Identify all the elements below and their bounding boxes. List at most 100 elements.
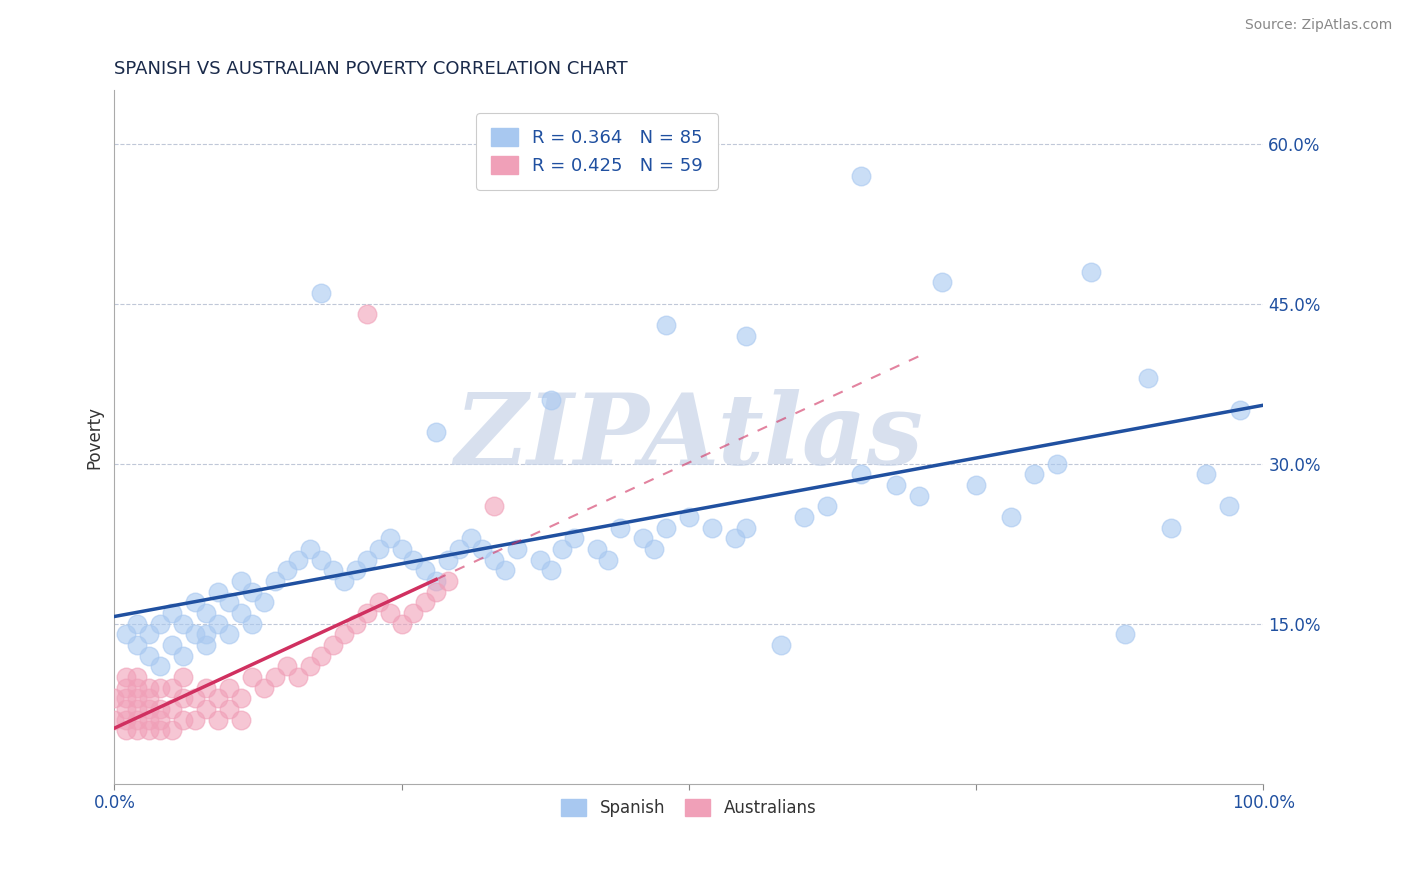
Point <box>333 627 356 641</box>
Point <box>103 691 125 706</box>
Point <box>184 691 207 706</box>
Point <box>425 574 447 588</box>
Point <box>724 532 747 546</box>
Point <box>138 627 160 641</box>
Point <box>494 563 516 577</box>
Point <box>240 584 263 599</box>
Point <box>127 681 149 695</box>
Y-axis label: Poverty: Poverty <box>86 406 103 468</box>
Point <box>229 574 252 588</box>
Point <box>378 606 401 620</box>
Point <box>402 606 425 620</box>
Point <box>138 702 160 716</box>
Text: Source: ZipAtlas.com: Source: ZipAtlas.com <box>1244 18 1392 32</box>
Point <box>655 521 678 535</box>
Point <box>207 713 229 727</box>
Point <box>815 500 838 514</box>
Point <box>195 681 218 695</box>
Point <box>287 552 309 566</box>
Point <box>138 681 160 695</box>
Point <box>229 713 252 727</box>
Text: SPANISH VS AUSTRALIAN POVERTY CORRELATION CHART: SPANISH VS AUSTRALIAN POVERTY CORRELATIO… <box>114 60 628 78</box>
Point <box>356 552 378 566</box>
Point <box>309 552 332 566</box>
Point <box>138 691 160 706</box>
Point <box>264 670 287 684</box>
Point <box>276 563 298 577</box>
Point <box>735 328 758 343</box>
Point <box>391 616 413 631</box>
Point <box>1218 500 1240 514</box>
Text: ZIPAtlas: ZIPAtlas <box>454 389 924 485</box>
Point <box>655 318 678 332</box>
Point <box>643 541 665 556</box>
Point <box>115 702 138 716</box>
Point <box>138 723 160 738</box>
Point <box>1022 467 1045 482</box>
Point <box>160 681 183 695</box>
Point <box>115 723 138 738</box>
Point <box>127 638 149 652</box>
Point <box>195 638 218 652</box>
Point <box>172 691 194 706</box>
Point <box>172 648 194 663</box>
Point <box>562 532 585 546</box>
Point <box>149 681 172 695</box>
Point <box>413 595 436 609</box>
Point <box>598 552 620 566</box>
Point <box>184 627 207 641</box>
Point <box>631 532 654 546</box>
Point <box>1229 403 1251 417</box>
Point <box>540 392 562 407</box>
Point <box>965 478 987 492</box>
Point <box>127 723 149 738</box>
Point <box>436 574 458 588</box>
Point <box>172 670 194 684</box>
Point <box>344 563 367 577</box>
Point <box>322 563 344 577</box>
Point <box>793 510 815 524</box>
Point <box>678 510 700 524</box>
Point <box>1080 265 1102 279</box>
Point <box>103 713 125 727</box>
Point <box>1114 627 1136 641</box>
Point <box>127 670 149 684</box>
Point <box>115 627 138 641</box>
Point <box>127 713 149 727</box>
Point <box>309 285 332 300</box>
Point <box>851 169 873 183</box>
Point <box>218 627 240 641</box>
Point <box>160 606 183 620</box>
Point <box>402 552 425 566</box>
Point <box>149 616 172 631</box>
Point <box>184 595 207 609</box>
Point <box>413 563 436 577</box>
Point <box>1160 521 1182 535</box>
Point <box>309 648 332 663</box>
Point <box>149 723 172 738</box>
Point <box>1137 371 1160 385</box>
Point <box>931 275 953 289</box>
Point <box>540 563 562 577</box>
Point <box>229 606 252 620</box>
Point <box>1195 467 1218 482</box>
Point <box>138 648 160 663</box>
Point <box>391 541 413 556</box>
Point <box>907 489 929 503</box>
Point <box>218 681 240 695</box>
Point <box>195 606 218 620</box>
Point <box>160 723 183 738</box>
Point <box>172 616 194 631</box>
Point <box>115 681 138 695</box>
Point <box>240 616 263 631</box>
Point <box>276 659 298 673</box>
Point <box>586 541 609 556</box>
Point <box>482 552 505 566</box>
Point <box>460 532 482 546</box>
Point <box>298 659 321 673</box>
Point <box>149 702 172 716</box>
Point <box>184 713 207 727</box>
Point <box>115 713 138 727</box>
Point <box>160 638 183 652</box>
Point <box>229 691 252 706</box>
